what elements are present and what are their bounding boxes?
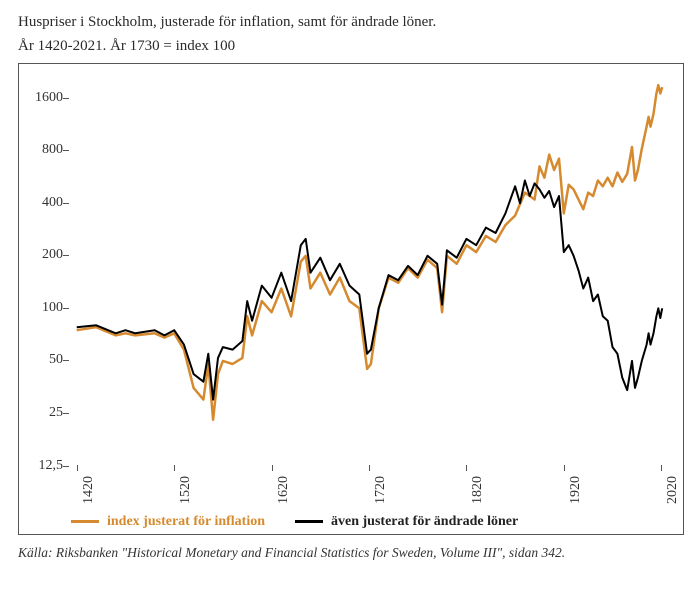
y-tick-label: 1600 [19, 90, 63, 106]
y-tick-mark [63, 98, 69, 99]
y-tick-label: 400 [19, 195, 63, 211]
y-tick-mark [63, 466, 69, 467]
chart-title-line2: År 1420-2021. År 1730 = index 100 [18, 36, 682, 56]
y-tick-mark [63, 203, 69, 204]
x-tick-label: 2020 [665, 476, 681, 504]
plot-area [67, 74, 671, 466]
x-tick-mark [466, 465, 467, 471]
x-tick-mark [564, 465, 565, 471]
x-tick-mark [174, 465, 175, 471]
x-tick-label: 1820 [470, 476, 486, 504]
x-tick-label: 1920 [568, 476, 584, 504]
x-tick-mark [661, 465, 662, 471]
chart-svg [67, 74, 671, 466]
legend-label-wages: även justerat för ändrade löner [331, 514, 518, 530]
y-tick-label: 12,5 [19, 458, 63, 474]
y-tick-label: 50 [19, 352, 63, 368]
legend-swatch-inflation [71, 520, 99, 523]
legend: index justerat för inflation även juster… [71, 514, 673, 530]
series-line-0 [77, 85, 663, 420]
y-tick-label: 800 [19, 142, 63, 158]
y-tick-label: 200 [19, 247, 63, 263]
legend-item-wages: även justerat för ändrade löner [295, 514, 518, 530]
x-tick-mark [272, 465, 273, 471]
legend-swatch-wages [295, 520, 323, 523]
y-tick-mark [63, 308, 69, 309]
y-tick-label: 100 [19, 300, 63, 316]
y-tick-mark [63, 413, 69, 414]
x-tick-label: 1420 [81, 476, 97, 504]
chart-source: Källa: Riksbanken "Historical Monetary a… [18, 545, 682, 561]
chart-title-line1: Huspriser i Stockholm, justerade för inf… [18, 12, 682, 32]
x-tick-label: 1720 [373, 476, 389, 504]
legend-item-inflation: index justerat för inflation [71, 514, 265, 530]
chart-container: 12,5 25 50 100 200 400 800 1600 1420 1520 1620 172… [18, 63, 684, 535]
y-tick-mark [63, 150, 69, 151]
x-tick-mark [77, 465, 78, 471]
legend-label-inflation: index justerat för inflation [107, 514, 265, 530]
x-tick-mark [369, 465, 370, 471]
x-tick-label: 1620 [276, 476, 292, 504]
y-tick-label: 25 [19, 405, 63, 421]
y-tick-mark [63, 360, 69, 361]
x-tick-label: 1520 [178, 476, 194, 504]
y-tick-mark [63, 255, 69, 256]
